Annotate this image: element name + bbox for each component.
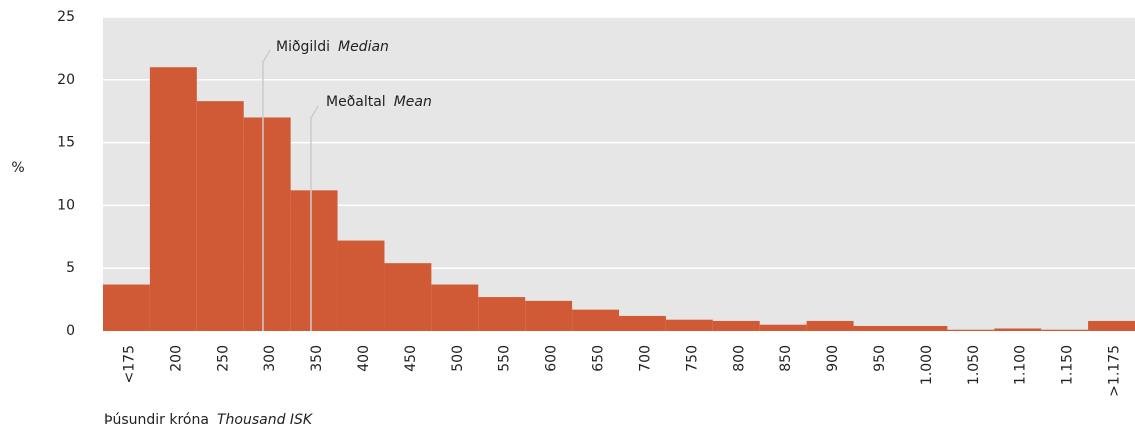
bar <box>337 240 385 331</box>
y-axis-label: % <box>11 160 24 176</box>
x-tick-label: 1.050 <box>966 345 982 385</box>
x-tick-label: 400 <box>356 345 372 372</box>
bar <box>1041 329 1089 331</box>
bar <box>478 297 526 331</box>
x-tick-label: 1.000 <box>919 345 935 385</box>
y-tick-label: 5 <box>66 260 75 276</box>
annotation: Meðaltal Mean <box>326 94 432 110</box>
annotation: Miðgildi Median <box>276 39 389 55</box>
x-tick-label: 550 <box>497 345 513 372</box>
bar <box>431 284 479 331</box>
annotation-text: Meðaltal <box>326 94 386 110</box>
bar <box>384 263 432 331</box>
x-tick-label: 600 <box>544 345 560 372</box>
x-tick-label: 650 <box>591 345 607 372</box>
bar <box>1088 320 1135 331</box>
x-axis-label-en: Thousand ISK <box>217 412 314 428</box>
x-tick-label: 750 <box>684 345 700 372</box>
x-tick-label: 850 <box>778 345 794 372</box>
bar <box>900 325 948 331</box>
bar <box>525 300 573 331</box>
bar <box>619 315 666 331</box>
x-axis-label-is: Þúsundir króna <box>104 412 209 428</box>
x-tick-label: 800 <box>731 345 747 372</box>
annotation-text-en: Median <box>338 39 389 55</box>
bar <box>665 319 713 331</box>
x-tick-label: 200 <box>168 345 184 372</box>
x-tick-label: 250 <box>215 345 231 372</box>
annotation-line <box>262 49 271 331</box>
x-tick-label: 1.100 <box>1013 345 1029 385</box>
bar <box>149 67 197 332</box>
y-tick-label: 10 <box>57 197 75 213</box>
x-tick-label: <175 <box>121 345 137 383</box>
bar <box>196 101 244 331</box>
annotation-text: Miðgildi <box>276 39 330 55</box>
x-tick-label: 950 <box>872 345 888 372</box>
x-tick-label: 1.150 <box>1060 345 1076 385</box>
x-tick-label: 900 <box>825 345 841 372</box>
x-tick-label: 350 <box>309 345 325 372</box>
bar <box>290 190 338 331</box>
y-tick-label: 0 <box>66 323 75 339</box>
y-tick-label: 20 <box>57 72 75 88</box>
x-tick-label: 500 <box>450 345 466 372</box>
y-tick-label: 15 <box>57 135 75 151</box>
bar <box>712 320 760 331</box>
annotation-text-en: Mean <box>394 94 432 110</box>
bar <box>994 328 1042 331</box>
bar <box>759 324 807 331</box>
x-tick-label: 700 <box>637 345 653 372</box>
y-tick-label: 25 <box>57 9 75 25</box>
annotation-line <box>310 105 319 331</box>
bar <box>243 117 291 331</box>
bar <box>806 320 854 331</box>
x-tick-label: >1.175 <box>1107 345 1123 397</box>
bar <box>103 284 150 331</box>
x-tick-label: 300 <box>262 345 278 372</box>
x-tick-label: 450 <box>403 345 419 372</box>
bar <box>572 309 619 331</box>
x-axis-label: Þúsundir króna Thousand ISK <box>104 412 314 428</box>
bar <box>947 329 995 331</box>
bar <box>853 325 901 331</box>
